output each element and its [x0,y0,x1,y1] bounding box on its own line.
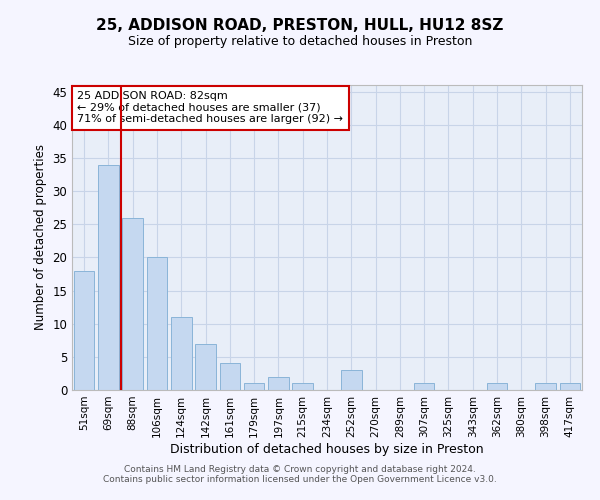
Bar [74,270,94,390]
Text: Contains HM Land Registry data © Crown copyright and database right 2024.: Contains HM Land Registry data © Crown c… [124,465,476,474]
Bar [122,218,143,390]
Bar [560,384,580,390]
Bar [292,384,313,390]
Text: 25 ADDISON ROAD: 82sqm
← 29% of detached houses are smaller (37)
71% of semi-det: 25 ADDISON ROAD: 82sqm ← 29% of detached… [77,91,343,124]
Bar [244,384,265,390]
Bar [341,370,362,390]
Text: Size of property relative to detached houses in Preston: Size of property relative to detached ho… [128,35,472,48]
Bar [414,384,434,390]
Bar [195,344,216,390]
Text: 25, ADDISON ROAD, PRESTON, HULL, HU12 8SZ: 25, ADDISON ROAD, PRESTON, HULL, HU12 8S… [97,18,503,32]
Bar [220,364,240,390]
Bar [146,258,167,390]
Bar [535,384,556,390]
Bar [268,376,289,390]
Bar [98,164,119,390]
Text: Contains public sector information licensed under the Open Government Licence v3: Contains public sector information licen… [103,475,497,484]
X-axis label: Distribution of detached houses by size in Preston: Distribution of detached houses by size … [170,442,484,456]
Y-axis label: Number of detached properties: Number of detached properties [34,144,47,330]
Bar [487,384,508,390]
Bar [171,317,191,390]
